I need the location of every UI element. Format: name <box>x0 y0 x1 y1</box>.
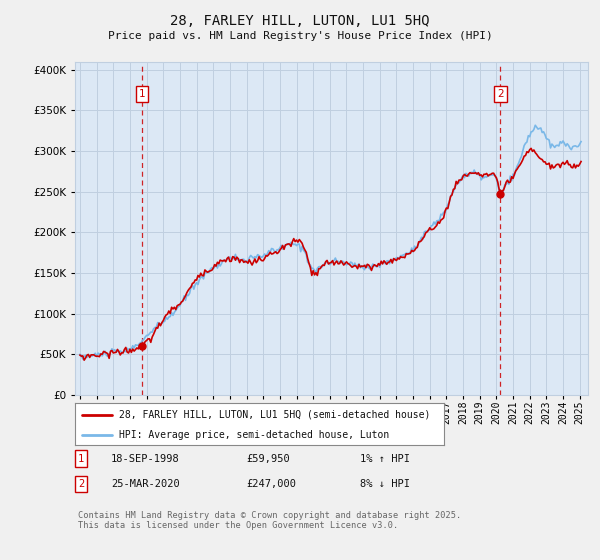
Text: 2: 2 <box>497 89 503 99</box>
Text: Contains HM Land Registry data © Crown copyright and database right 2025.
This d: Contains HM Land Registry data © Crown c… <box>78 511 461 530</box>
Text: 1: 1 <box>139 89 145 99</box>
Text: 1% ↑ HPI: 1% ↑ HPI <box>360 454 410 464</box>
Text: HPI: Average price, semi-detached house, Luton: HPI: Average price, semi-detached house,… <box>119 430 389 440</box>
Text: Price paid vs. HM Land Registry's House Price Index (HPI): Price paid vs. HM Land Registry's House … <box>107 31 493 41</box>
Text: 28, FARLEY HILL, LUTON, LU1 5HQ (semi-detached house): 28, FARLEY HILL, LUTON, LU1 5HQ (semi-de… <box>119 410 431 420</box>
Text: 25-MAR-2020: 25-MAR-2020 <box>111 479 180 489</box>
Text: 18-SEP-1998: 18-SEP-1998 <box>111 454 180 464</box>
Text: 1: 1 <box>78 454 84 464</box>
Text: 28, FARLEY HILL, LUTON, LU1 5HQ: 28, FARLEY HILL, LUTON, LU1 5HQ <box>170 14 430 28</box>
Text: 2: 2 <box>78 479 84 489</box>
Text: 8% ↓ HPI: 8% ↓ HPI <box>360 479 410 489</box>
Text: £247,000: £247,000 <box>246 479 296 489</box>
Text: £59,950: £59,950 <box>246 454 290 464</box>
